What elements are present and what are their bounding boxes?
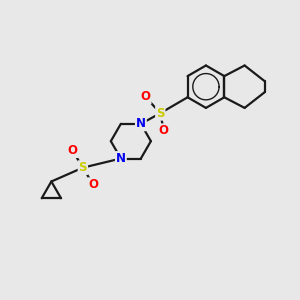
Text: O: O (68, 144, 78, 157)
Text: N: N (116, 152, 126, 165)
Text: S: S (79, 161, 87, 174)
Text: N: N (136, 117, 146, 130)
Text: O: O (159, 124, 169, 137)
Text: O: O (141, 91, 151, 103)
Text: S: S (156, 107, 165, 120)
Text: O: O (88, 178, 98, 191)
